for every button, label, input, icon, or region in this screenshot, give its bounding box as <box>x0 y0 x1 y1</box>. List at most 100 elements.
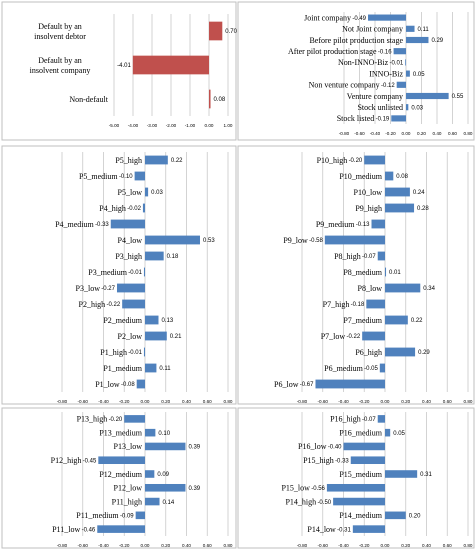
value-label: -0.20 <box>349 158 363 164</box>
value-label: 0.39 <box>188 486 200 492</box>
bar <box>116 283 145 293</box>
bar <box>385 203 415 213</box>
value-label: 0.14 <box>163 500 175 506</box>
category-label: P13_low <box>114 442 143 451</box>
bar <box>343 442 385 451</box>
category-label: P12_medium <box>99 470 142 479</box>
value-label: 0.11 <box>159 366 171 372</box>
x-tick-label: 0.80 <box>224 399 233 404</box>
category-label: P13_medium <box>99 428 142 437</box>
bar <box>326 483 385 492</box>
panel-frame <box>237 1 475 141</box>
category-label: P8_medium <box>343 268 382 277</box>
value-label: 0.55 <box>452 94 464 100</box>
category-label: Non venture company <box>309 81 380 90</box>
x-tick-label: -1.00 <box>185 123 196 128</box>
value-label: 0.22 <box>171 158 183 164</box>
x-tick-label: -0.80 <box>57 543 68 548</box>
value-label: -0.27 <box>101 286 115 292</box>
value-label: -0.07 <box>362 254 376 260</box>
x-tick-label: -0.40 <box>98 543 109 548</box>
category-label: P4_low <box>118 236 143 245</box>
category-label: P16_high <box>330 415 361 424</box>
value-label: -0.01 <box>390 61 404 67</box>
bar <box>391 115 406 122</box>
category-label: P12_low <box>114 484 143 493</box>
category-label: P5_high <box>115 156 142 165</box>
value-label: -0.05 <box>364 366 378 372</box>
category-label: P10_low <box>354 188 383 197</box>
x-tick-label: 0.60 <box>443 399 452 404</box>
chart-panel-1: -5.00 -4.00 -3.00 -2.00 -1.00 0.00 1.00 Default… <box>1 1 238 141</box>
category-label: P10_high <box>317 156 348 165</box>
value-label: 0.28 <box>417 206 429 212</box>
x-tick-label: 0.20 <box>161 399 170 404</box>
category-label: Stock listed <box>337 114 375 123</box>
category-label: P14_low <box>307 525 336 534</box>
category-label: P14_high <box>285 497 316 506</box>
bar <box>368 14 406 21</box>
chart-panel-5: -0.80 -0.60 -0.40 -0.20 0.00 0.20 0.40 0.60 0.80… <box>1 407 237 549</box>
x-tick-label: 0.80 <box>464 543 473 548</box>
panel-frame <box>237 145 475 405</box>
bar <box>145 235 200 245</box>
value-label: -0.13 <box>356 222 370 228</box>
value-label: -0.18 <box>351 302 365 308</box>
category-label: P15_high <box>303 456 334 465</box>
value-label: 0.31 <box>420 472 432 478</box>
bar <box>97 525 145 533</box>
category-label: P6_low <box>274 380 299 389</box>
x-tick-label: 0.00 <box>141 399 150 404</box>
value-label: 0.13 <box>161 318 173 324</box>
category-label: P7_medium <box>343 316 382 325</box>
bar <box>377 415 385 423</box>
value-label: -0.31 <box>337 527 351 533</box>
category-label: P5_low <box>118 188 143 197</box>
bar <box>135 511 145 520</box>
category-label: P11_medium <box>76 511 119 520</box>
category-label: P11_high <box>112 497 142 506</box>
category-label: P3_medium <box>88 268 127 277</box>
bar <box>136 379 145 389</box>
bar <box>209 89 211 109</box>
x-tick-label: 0.00 <box>141 543 150 548</box>
value-label: 0.70 <box>225 29 237 35</box>
bar <box>110 219 145 229</box>
x-tick-label: -0.60 <box>318 543 329 548</box>
bar <box>145 155 168 165</box>
value-label: 0.08 <box>396 174 408 180</box>
category-label: P6_medium <box>324 364 363 373</box>
x-tick-label: 0.80 <box>464 399 473 404</box>
bar <box>406 92 449 100</box>
category-label: Stock unlisted <box>357 103 403 112</box>
bar <box>315 379 385 389</box>
bar <box>145 483 186 492</box>
value-label: 0.34 <box>423 286 435 292</box>
x-tick-label: -0.60 <box>78 399 89 404</box>
bar <box>132 55 209 75</box>
category-label: Default by an insolvent company <box>30 56 91 75</box>
x-tick-label: 0.00 <box>381 399 390 404</box>
x-tick-label: 0.20 <box>401 543 410 548</box>
bar <box>134 171 145 181</box>
x-tick-label: 0.20 <box>161 543 170 548</box>
x-tick-label: 0.60 <box>203 543 212 548</box>
value-label: 0.29 <box>418 350 430 356</box>
value-label: -0.08 <box>121 382 135 388</box>
category-label: Default by an insolvent debtor <box>34 22 86 41</box>
category-label: Before pilot production stage <box>309 36 403 45</box>
value-label: -0.10 <box>119 174 133 180</box>
bar <box>142 203 145 213</box>
bar <box>98 456 145 465</box>
value-label: -0.67 <box>300 382 314 388</box>
category-label: P2_medium <box>103 316 142 325</box>
category-label: Non-default <box>69 95 108 104</box>
x-tick-label: -0.20 <box>119 543 130 548</box>
category-label: P15_low <box>281 484 310 493</box>
bar <box>145 428 156 437</box>
value-label: -0.16 <box>378 49 392 55</box>
chart-panel-6: -0.80 -0.60 -0.40 -0.20 0.00 0.20 0.40 0.60 0.80… <box>237 407 475 549</box>
value-label: -0.58 <box>309 238 323 244</box>
value-label: -0.02 <box>127 206 141 212</box>
category-label: P13_high <box>77 415 108 424</box>
